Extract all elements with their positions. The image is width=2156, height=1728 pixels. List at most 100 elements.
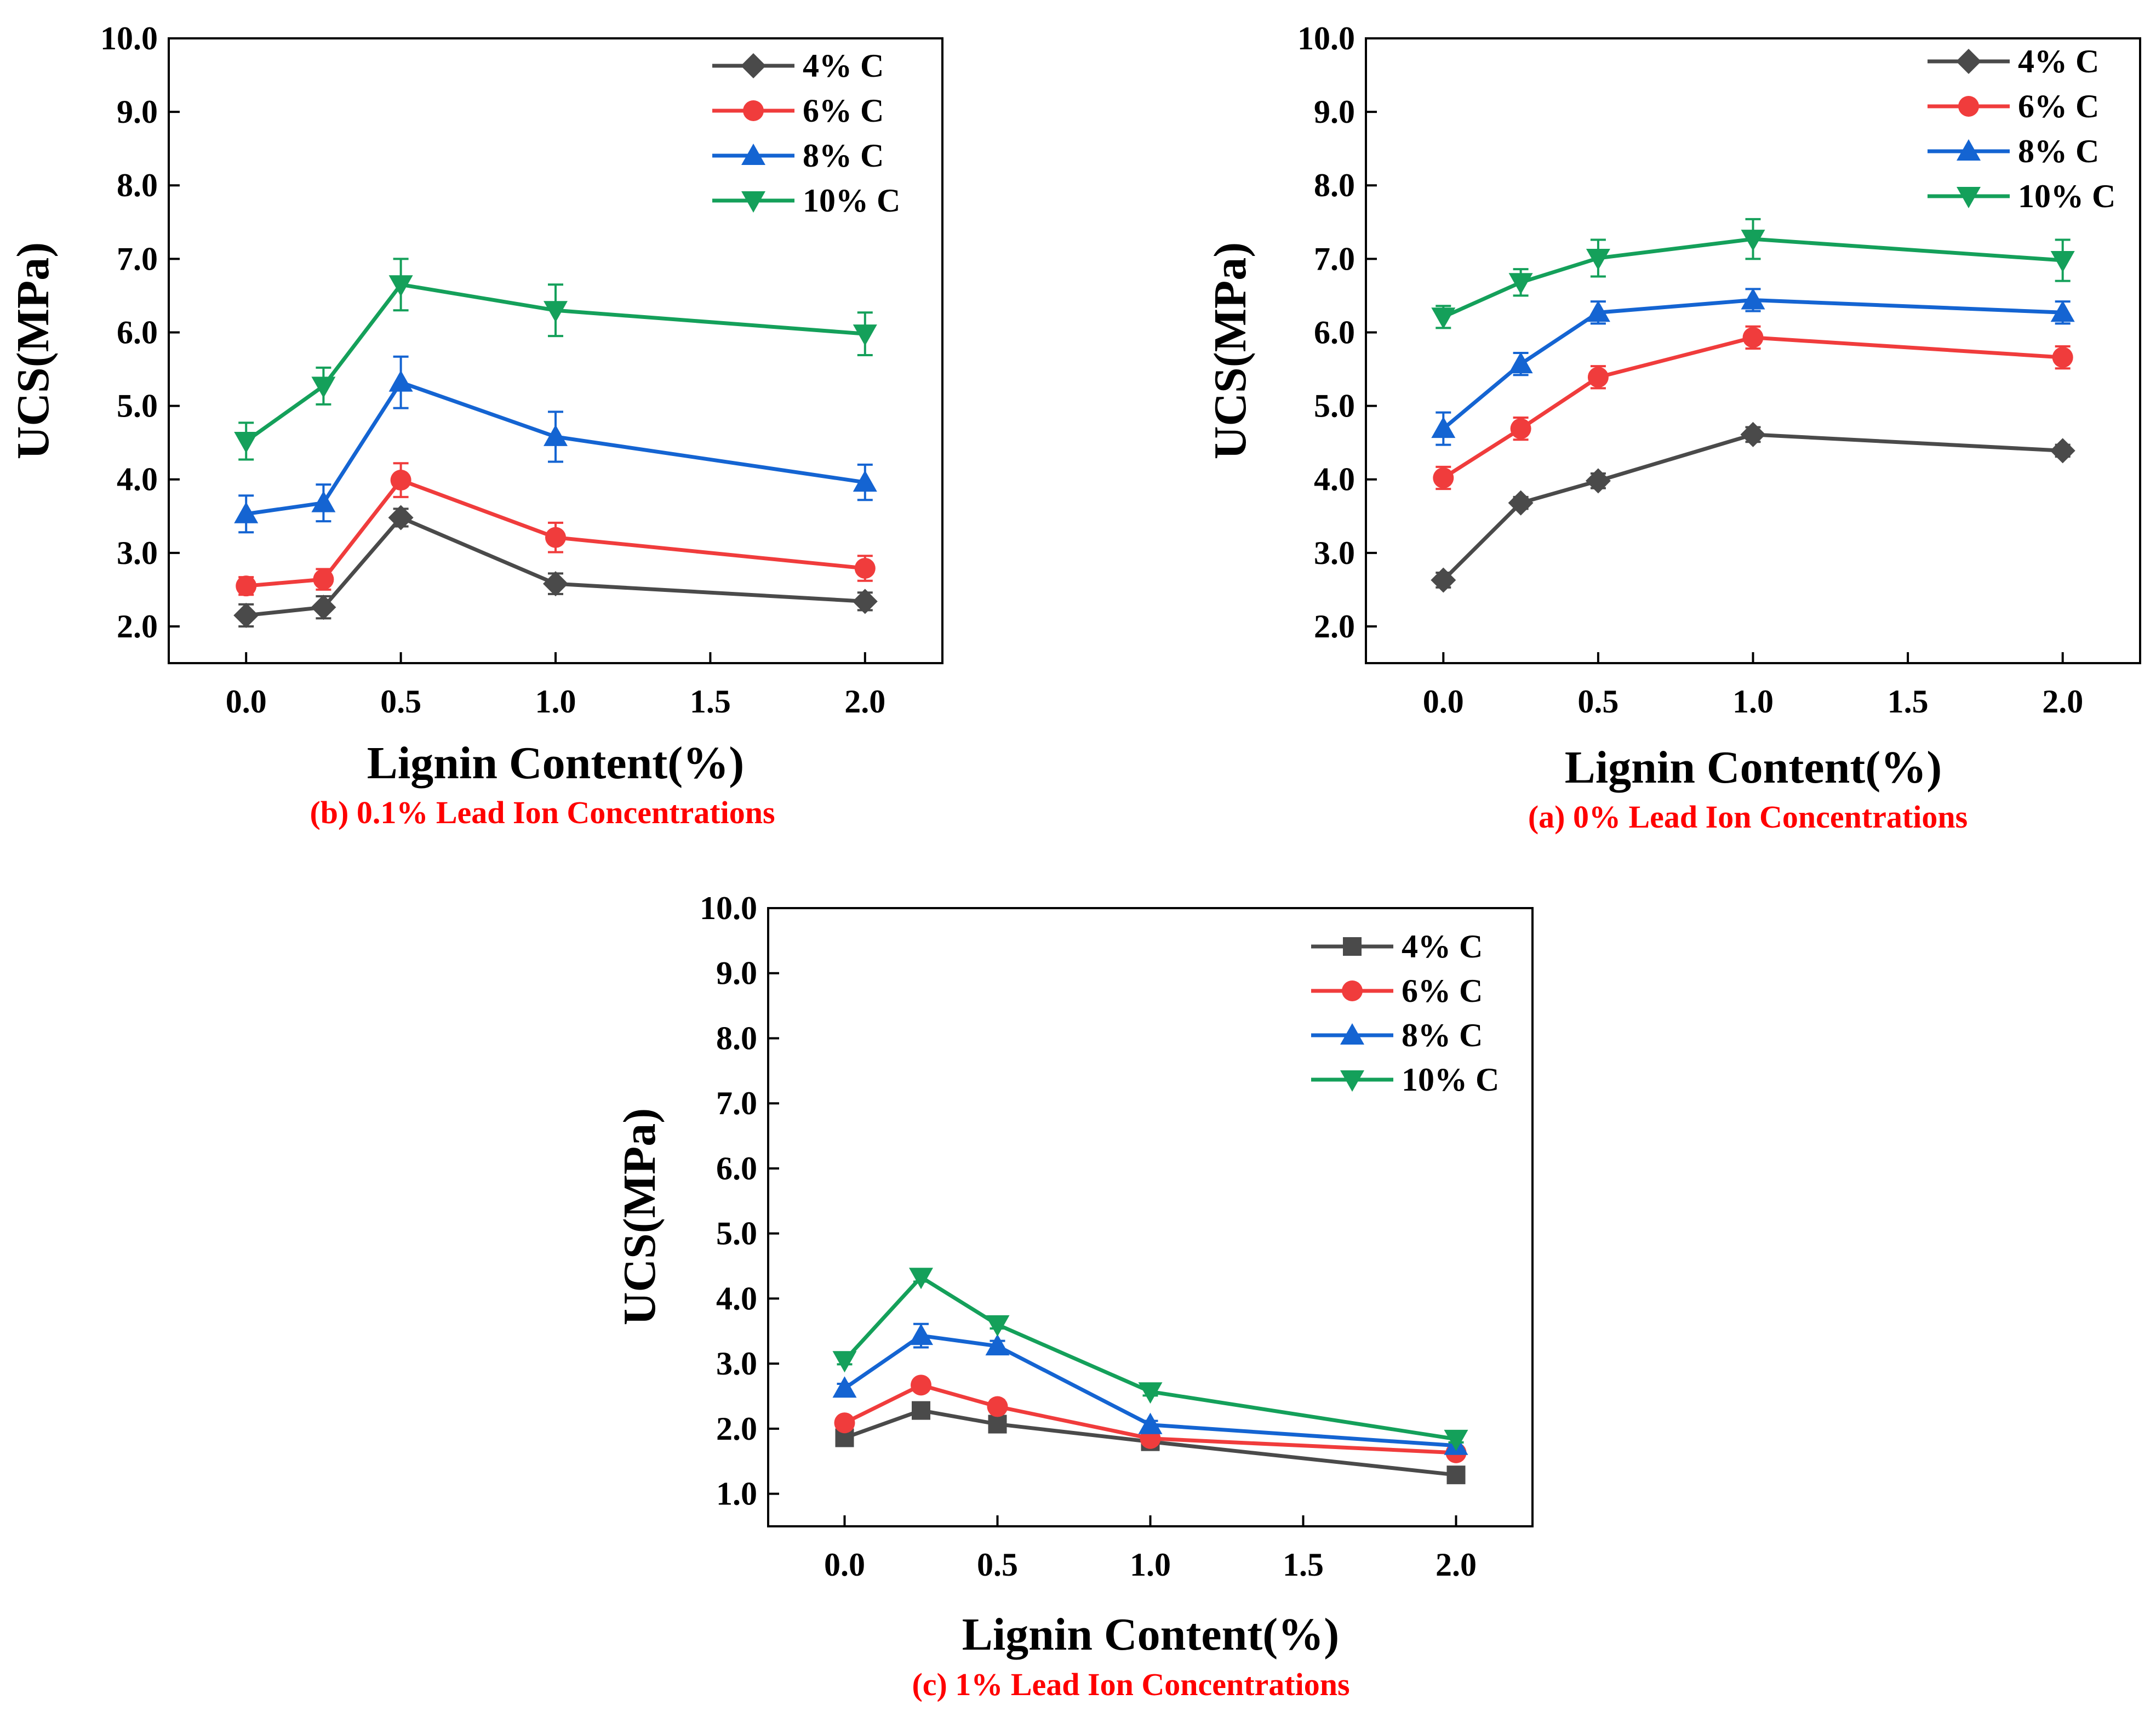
data-point	[909, 1324, 933, 1345]
data-point	[236, 575, 257, 597]
chart-caption: (a) 0% Lead Ion Concentrations	[1528, 799, 1968, 835]
series-8CC	[832, 1322, 1468, 1455]
data-point	[311, 491, 336, 512]
data-point	[912, 1401, 930, 1420]
data-point	[1741, 288, 1765, 310]
legend-marker	[1958, 96, 1979, 117]
data-point	[832, 1376, 857, 1398]
data-point	[1431, 307, 1456, 329]
data-point	[1508, 273, 1533, 295]
legend-item: 10% C	[1311, 1062, 1499, 1098]
x-tick-label: 2.0	[844, 683, 885, 720]
legend-item: 6% C	[712, 93, 884, 129]
y-tick-label: 9.0	[117, 94, 158, 130]
y-tick-label: 9.0	[716, 955, 757, 991]
series-10CC	[1431, 218, 2075, 329]
data-point	[1138, 1382, 1163, 1404]
x-tick-label: 0.5	[380, 683, 421, 720]
y-tick-label: 4.0	[1314, 461, 1355, 498]
legend-item: 6% C	[1928, 88, 2099, 124]
data-point	[388, 275, 413, 297]
data-point	[543, 571, 568, 597]
series-6CC	[1433, 325, 2073, 491]
x-tick-label: 0.0	[1423, 683, 1464, 720]
x-tick-label: 1.0	[1732, 683, 1774, 720]
data-point	[1586, 300, 1610, 322]
y-tick-label: 8.0	[1314, 167, 1355, 203]
legend-label: 10% C	[803, 183, 900, 219]
data-point	[854, 557, 876, 579]
y-tick-label: 5.0	[117, 388, 158, 424]
y-tick-label: 8.0	[117, 167, 158, 203]
data-point	[987, 1396, 1008, 1417]
data-point	[1138, 1412, 1163, 1434]
data-point	[1510, 418, 1531, 440]
data-point	[853, 470, 877, 492]
legend-label: 6% C	[803, 93, 884, 129]
y-tick-label: 9.0	[1314, 94, 1355, 130]
data-point	[1508, 490, 1534, 516]
legend-item: 8% C	[712, 138, 884, 174]
series-line	[1442, 335, 2063, 480]
data-point	[311, 377, 336, 398]
legend-item: 6% C	[1311, 973, 1483, 1009]
y-tick-label: 3.0	[716, 1345, 757, 1382]
data-point	[832, 1351, 857, 1373]
legend-label: 8% C	[803, 138, 884, 174]
legend-item: 10% C	[712, 183, 900, 219]
x-tick-label: 2.0	[1436, 1547, 1477, 1583]
data-point	[985, 1315, 1010, 1337]
legend-marker	[741, 53, 766, 78]
series-line	[1442, 432, 2063, 581]
legend-label: 4% C	[2018, 43, 2099, 79]
data-point	[1431, 567, 1456, 593]
legend-item: 10% C	[1928, 178, 2115, 214]
data-point	[988, 1415, 1007, 1434]
series-8CC	[234, 355, 877, 534]
data-point	[985, 1334, 1010, 1356]
x-tick-label: 0.0	[226, 683, 267, 720]
data-point	[545, 527, 566, 548]
chart-caption: (c) 1% Lead Ion Concentrations	[912, 1667, 1349, 1702]
x-tick-label: 1.5	[690, 683, 731, 720]
legend-label: 8% C	[2018, 133, 2099, 169]
y-tick-label: 7.0	[716, 1085, 757, 1121]
x-tick-label: 2.0	[2042, 683, 2083, 720]
y-tick-label: 6.0	[1314, 314, 1355, 350]
y-tick-label: 6.0	[716, 1150, 757, 1187]
y-axis-title: UCS(MPa)	[1205, 242, 1256, 460]
x-tick-label: 1.0	[1130, 1547, 1171, 1583]
legend-item: 4% C	[712, 48, 884, 84]
x-tick-label: 0.5	[1577, 683, 1619, 720]
y-axis-title: UCS(MPa)	[614, 1108, 665, 1326]
data-point	[1742, 327, 1764, 348]
y-tick-label: 5.0	[716, 1216, 757, 1252]
legend-item: 4% C	[1928, 43, 2099, 79]
y-tick-label: 8.0	[716, 1020, 757, 1056]
data-point	[313, 569, 334, 590]
legend-marker	[1957, 187, 1981, 208]
data-point	[1740, 421, 1766, 447]
legend-label: 4% C	[803, 48, 884, 84]
legend-marker	[741, 191, 765, 213]
y-axis-title: UCS(MPa)	[8, 242, 59, 460]
data-point	[311, 595, 336, 620]
legend-marker	[1956, 49, 1981, 74]
data-point	[2050, 438, 2075, 464]
y-tick-label: 2.0	[1314, 608, 1355, 645]
y-tick-label: 10.0	[1297, 20, 1355, 56]
series-line	[1442, 298, 2063, 430]
legend: 4% C 6% C 8% C 10% C	[712, 48, 900, 219]
data-point	[911, 1375, 931, 1396]
chart-panel-c: 1.0 2.0 3.0 4.0 5.0 6.0 7.0 8.0 9.0 10.0 0.0 0.5 1.0…	[614, 890, 1534, 1702]
data-point	[388, 370, 413, 392]
legend-label: 10% C	[2018, 178, 2115, 214]
plot-frame	[1365, 37, 2141, 664]
data-point	[2050, 251, 2075, 273]
x-axis-title: Lignin Content(%)	[962, 1609, 1339, 1660]
series-6CC	[236, 462, 876, 597]
y-tick-label: 7.0	[1314, 241, 1355, 277]
y-tick-label: 2.0	[117, 608, 158, 645]
data-point	[390, 470, 411, 491]
